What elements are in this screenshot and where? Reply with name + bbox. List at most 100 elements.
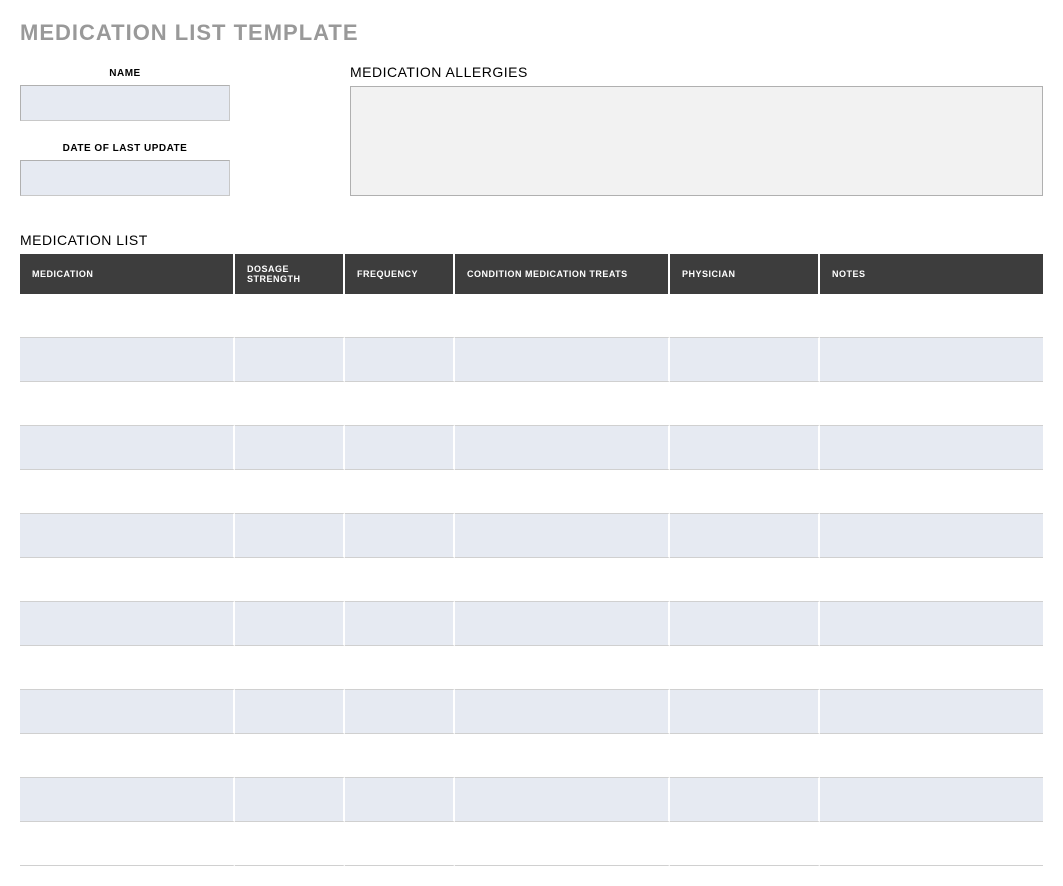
table-cell[interactable] <box>670 690 820 734</box>
table-cell[interactable] <box>820 382 1043 426</box>
table-cell[interactable] <box>20 646 235 690</box>
list-label: MEDICATION LIST <box>20 232 1043 248</box>
table-cell[interactable] <box>345 426 455 470</box>
table-cell[interactable] <box>235 558 345 602</box>
col-header-medication: MEDICATION <box>20 254 235 294</box>
table-cell[interactable] <box>235 690 345 734</box>
table-cell[interactable] <box>820 426 1043 470</box>
name-label: NAME <box>20 68 230 79</box>
table-cell[interactable] <box>670 822 820 866</box>
table-cell[interactable] <box>820 470 1043 514</box>
table-cell[interactable] <box>820 822 1043 866</box>
table-cell[interactable] <box>670 338 820 382</box>
table-cell[interactable] <box>20 426 235 470</box>
table-cell[interactable] <box>670 426 820 470</box>
table-cell[interactable] <box>235 646 345 690</box>
table-cell[interactable] <box>455 778 670 822</box>
table-cell[interactable] <box>345 734 455 778</box>
table-cell[interactable] <box>455 338 670 382</box>
table-cell[interactable] <box>670 470 820 514</box>
date-input[interactable] <box>20 160 230 196</box>
table-cell[interactable] <box>345 690 455 734</box>
table-cell[interactable] <box>820 602 1043 646</box>
table-cell[interactable] <box>455 734 670 778</box>
table-cell[interactable] <box>455 822 670 866</box>
table-cell[interactable] <box>820 514 1043 558</box>
table-cell[interactable] <box>235 294 345 338</box>
table-cell[interactable] <box>345 778 455 822</box>
table-cell[interactable] <box>345 558 455 602</box>
table-cell[interactable] <box>235 822 345 866</box>
table-cell[interactable] <box>455 294 670 338</box>
table-cell[interactable] <box>235 778 345 822</box>
table-cell[interactable] <box>345 602 455 646</box>
table-cell[interactable] <box>235 514 345 558</box>
table-cell[interactable] <box>20 294 235 338</box>
table-cell[interactable] <box>235 426 345 470</box>
table-cell[interactable] <box>235 338 345 382</box>
page-title: MEDICATION LIST TEMPLATE <box>20 20 1043 46</box>
table-cell[interactable] <box>345 382 455 426</box>
table-row <box>20 734 1043 778</box>
table-cell[interactable] <box>20 558 235 602</box>
table-cell[interactable] <box>820 734 1043 778</box>
table-row <box>20 294 1043 338</box>
table-cell[interactable] <box>455 558 670 602</box>
table-cell[interactable] <box>820 558 1043 602</box>
table-cell[interactable] <box>670 734 820 778</box>
table-cell[interactable] <box>235 734 345 778</box>
table-cell[interactable] <box>455 470 670 514</box>
name-input[interactable] <box>20 85 230 121</box>
table-cell[interactable] <box>670 558 820 602</box>
table-cell[interactable] <box>455 514 670 558</box>
table-cell[interactable] <box>820 294 1043 338</box>
table-cell[interactable] <box>820 690 1043 734</box>
col-header-dosage: DOSAGE STRENGTH <box>235 254 345 294</box>
date-label: DATE OF LAST UPDATE <box>20 143 230 154</box>
table-cell[interactable] <box>345 822 455 866</box>
allergies-input[interactable] <box>350 86 1043 196</box>
table-cell[interactable] <box>20 822 235 866</box>
table-cell[interactable] <box>20 690 235 734</box>
col-header-physician: PHYSICIAN <box>670 254 820 294</box>
table-cell[interactable] <box>670 382 820 426</box>
table-cell[interactable] <box>20 734 235 778</box>
table-cell[interactable] <box>455 426 670 470</box>
table-cell[interactable] <box>20 470 235 514</box>
table-cell[interactable] <box>235 602 345 646</box>
table-row <box>20 822 1043 866</box>
table-cell[interactable] <box>670 602 820 646</box>
table-row <box>20 382 1043 426</box>
table-cell[interactable] <box>20 382 235 426</box>
table-cell[interactable] <box>20 338 235 382</box>
table-cell[interactable] <box>20 514 235 558</box>
table-cell[interactable] <box>455 602 670 646</box>
table-cell[interactable] <box>455 382 670 426</box>
table-cell[interactable] <box>345 470 455 514</box>
table-cell[interactable] <box>345 514 455 558</box>
right-fields: MEDICATION ALLERGIES <box>350 64 1043 214</box>
table-cell[interactable] <box>670 294 820 338</box>
table-cell[interactable] <box>820 646 1043 690</box>
col-header-notes: NOTES <box>820 254 1043 294</box>
table-cell[interactable] <box>345 338 455 382</box>
table-cell[interactable] <box>820 778 1043 822</box>
table-cell[interactable] <box>235 470 345 514</box>
table-cell[interactable] <box>670 514 820 558</box>
table-cell[interactable] <box>20 602 235 646</box>
col-header-condition: CONDITION MEDICATION TREATS <box>455 254 670 294</box>
table-cell[interactable] <box>455 690 670 734</box>
table-row <box>20 602 1043 646</box>
table-cell[interactable] <box>820 338 1043 382</box>
table-row <box>20 470 1043 514</box>
table-cell[interactable] <box>235 382 345 426</box>
table-cell[interactable] <box>345 294 455 338</box>
table-cell[interactable] <box>670 646 820 690</box>
table-cell[interactable] <box>455 646 670 690</box>
top-section: NAME DATE OF LAST UPDATE MEDICATION ALLE… <box>20 64 1043 214</box>
table-cell[interactable] <box>345 646 455 690</box>
table-cell[interactable] <box>670 778 820 822</box>
table-row <box>20 558 1043 602</box>
table-cell[interactable] <box>20 778 235 822</box>
allergies-label: MEDICATION ALLERGIES <box>350 64 1043 80</box>
